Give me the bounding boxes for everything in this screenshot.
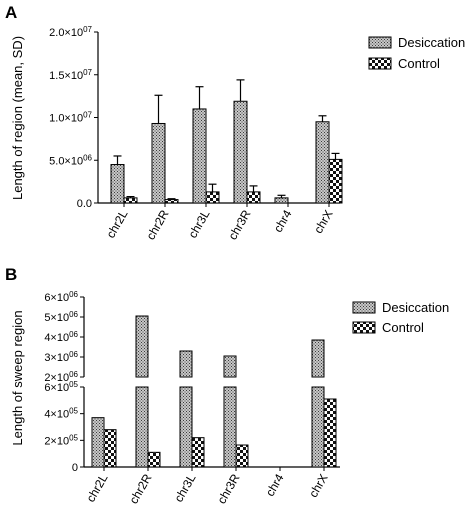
bar-control-chr2L	[123, 197, 138, 204]
bar-desiccation-chrX	[315, 121, 330, 204]
legend-swatch-control	[352, 321, 376, 334]
panel-a-letter: A	[5, 3, 17, 22]
bar-desiccation-chr3R	[233, 100, 248, 204]
bar-upper-desiccation-chr2R	[135, 315, 149, 378]
bar-desiccation-chr3L	[192, 108, 207, 204]
panel-a-y-axis-label: Length of region (mean, SD)	[10, 36, 25, 200]
legend-label-desiccation: Desiccation	[398, 35, 465, 50]
bar-desiccation-chr2L	[110, 164, 125, 204]
x-tick-label-chr3R: chr3R	[214, 471, 242, 506]
legend-label-control: Control	[382, 320, 424, 335]
panel-b-bars	[91, 315, 337, 468]
x-tick-label-chr3R: chr3R	[225, 207, 253, 242]
bar-control-chr3R	[235, 444, 249, 468]
bar-desiccation-chr2R	[151, 122, 166, 204]
bar-control-chr2R	[147, 451, 161, 468]
y-tick-label: 1.0×1007	[49, 111, 92, 125]
y-tick-label: 5×1006	[44, 310, 78, 324]
panel-a-chart: A Length of region (mean, SD) 0.0 5.0×100…	[5, 3, 465, 242]
y-tick-label: 0.0	[77, 198, 92, 210]
bar-control-chrX	[323, 398, 337, 468]
x-tick-label-chr4: chr4	[271, 207, 295, 234]
y-tick-label: 0	[72, 462, 78, 474]
x-tick-label-chr2R: chr2R	[126, 471, 154, 506]
panel-b-legend: Desiccation Control	[352, 300, 449, 335]
y-tick-label: 2×1005	[44, 433, 78, 447]
y-tick-label: 6×1005	[44, 380, 78, 394]
bar-control-chr3L	[205, 191, 220, 204]
legend-swatch-control	[368, 57, 392, 70]
bar-control-chr2L	[103, 429, 117, 468]
y-tick-label: 1.5×1007	[49, 68, 92, 82]
bar-control-chrX	[328, 158, 343, 204]
y-tick-label: 4×1006	[44, 330, 78, 344]
y-tick-label: 2.0×1007	[49, 25, 92, 39]
x-tick-label-chrX: chrX	[311, 208, 335, 236]
bar-control-chr2R	[164, 199, 179, 204]
x-tick-label-chrX: chrX	[306, 472, 330, 500]
bar-upper-desiccation-chrX	[311, 339, 325, 378]
x-tick-label-chr4: chr4	[263, 471, 287, 498]
bar-control-chr3R	[246, 191, 261, 204]
bar-upper-desiccation-chr3R	[223, 355, 237, 378]
panel-b-y-axis-label: Length of sweep region	[10, 310, 25, 445]
x-tick-label-chr2R: chr2R	[143, 207, 171, 242]
y-tick-label: 5.0×1006	[49, 153, 92, 167]
panel-b-chart: B Length of sweep region 2×1006 3×1006 4×1…	[5, 265, 449, 506]
bar-lower-desiccation-chr2R	[135, 386, 149, 468]
panel-b-letter: B	[5, 265, 17, 284]
bar-desiccation-chr4	[274, 197, 289, 204]
bar-control-chr3L	[191, 437, 205, 468]
x-tick-label-chr3L: chr3L	[185, 207, 212, 240]
legend-swatch-desiccation	[368, 36, 392, 49]
x-tick-label-chr3L: chr3L	[171, 471, 198, 504]
bar-lower-desiccation-chr3R	[223, 386, 237, 468]
bar-lower-desiccation-chrX	[311, 386, 325, 468]
x-tick-label-chr2L: chr2L	[103, 207, 130, 240]
legend-label-control: Control	[398, 56, 440, 71]
x-tick-label-chr2L: chr2L	[83, 471, 110, 504]
legend-swatch-desiccation	[352, 301, 376, 314]
bar-lower-desiccation-chr3L	[179, 386, 193, 468]
y-tick-label: 2×1006	[44, 370, 78, 384]
bar-desiccation-chr2L	[91, 417, 105, 468]
y-tick-label: 6×1006	[44, 290, 78, 304]
y-tick-label: 4×1005	[44, 407, 78, 421]
panel-a-legend: Desiccation Control	[368, 35, 465, 71]
y-tick-label: 3×1006	[44, 350, 78, 364]
legend-label-desiccation: Desiccation	[382, 300, 449, 315]
bar-upper-desiccation-chr3L	[179, 350, 193, 378]
panel-a-bars	[110, 79, 343, 204]
